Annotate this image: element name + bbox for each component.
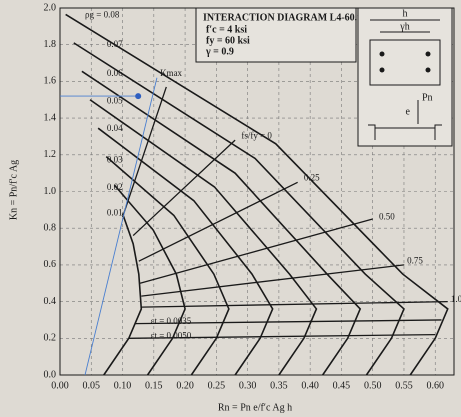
annotation: 0.07 [107,39,123,49]
x-tick-label: 0.50 [364,380,382,391]
annotation: 1.0 [451,294,461,304]
x-tick-label: 0.30 [239,380,257,391]
inset-label: Pn [422,92,433,103]
y-tick-label: 2.0 [44,2,57,13]
x-tick-label: 0.55 [395,380,413,391]
y-tick-label: 1.4 [44,112,57,123]
subtitle: γ = 0.9 [205,46,234,57]
y-tick-label: 0.8 [44,222,57,233]
rebar [426,52,431,57]
annotation: 0.04 [107,123,123,133]
x-tick-label: 0.00 [51,380,69,391]
annotation: Kmax [160,68,182,78]
x-axis-title: Rn = Pn e/f′c Ag h [218,402,292,413]
x-tick-label: 0.25 [208,380,226,391]
chart: 0.00 0.05 0.10 0.15 0.20 0.25 0.30 0.35 0.40 0.45… [0,0,461,417]
rebar [380,68,385,73]
annotation: 0.01 [107,208,123,218]
annotation: 0.50 [379,211,395,221]
y-tick-label: 1.8 [44,39,57,50]
annotation: 0.05 [107,96,123,106]
x-tick-label: 0.15 [145,380,163,391]
x-tick-label: 0.10 [114,380,132,391]
inset-label: γh [399,21,409,32]
subtitle: f′c = 4 ksi [206,24,247,35]
x-tick-label: 0.45 [333,380,351,391]
inset: h γh e Pn [358,8,452,146]
inset-label: e [406,106,411,117]
y-axis-title: Kn = Pn/f′c Ag [8,160,19,220]
y-tick-label: 1.6 [44,76,57,87]
x-tick-label: 0.60 [426,380,444,391]
annotation: 0.06 [107,68,123,78]
x-tick-label: 0.20 [176,380,194,391]
annotation: 0.03 [107,154,123,164]
rebar [380,52,385,57]
annotation: fs/fy = 0 [241,131,272,141]
y-tick-label: 0.4 [44,296,57,307]
point [135,93,141,99]
y-tick-label: 1.2 [44,149,57,160]
x-tick-label: 0.35 [270,380,288,391]
chart-title: INTERACTION DIAGRAM L4-60.9 [203,12,362,23]
annotation: 0.25 [304,173,320,183]
annotation: 0.02 [107,182,123,192]
x-tick-label: 0.40 [301,380,319,391]
annotation: 0.75 [407,255,423,265]
y-tick-label: 0.6 [44,259,57,270]
subtitle: fy = 60 ksi [206,35,250,46]
y-tick-label: 0.0 [44,369,57,380]
rebar [426,68,431,73]
y-tick-label: 1.0 [44,186,57,197]
x-tick-label: 0.05 [83,380,101,391]
annotation: ρg = 0.08 [85,9,120,19]
annotation: εt = 0.0050 [151,331,192,341]
inset-label: h [403,8,408,19]
y-tick-label: 0.2 [44,333,57,344]
annotation: εt = 0.0035 [151,316,192,326]
